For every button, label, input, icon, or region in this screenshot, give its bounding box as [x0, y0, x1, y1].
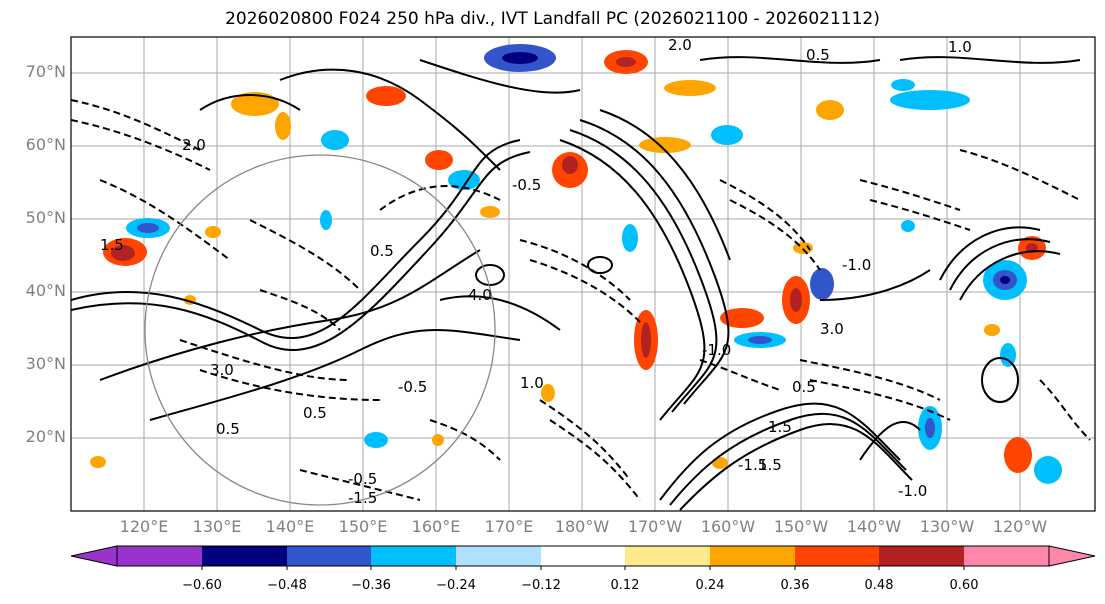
colorbar-tick-label: 0.60	[949, 578, 979, 593]
lon-label: 160°W	[700, 517, 756, 536]
colorbar-segment	[541, 546, 625, 566]
colorbar-tick-label: 0.48	[864, 578, 894, 593]
colorbar-segment	[371, 546, 456, 566]
lon-label: 140°E	[265, 517, 315, 536]
contour-label: 0.5	[216, 420, 240, 438]
colorbar-tick-label: −0.48	[267, 578, 307, 593]
map-frame	[70, 36, 1096, 512]
lon-label: 180°W	[554, 517, 610, 536]
colorbar-segment	[795, 546, 879, 566]
lat-label: 70°N	[25, 62, 66, 81]
lat-label: 50°N	[25, 208, 66, 227]
lon-label: 160°E	[411, 517, 461, 536]
contour-label: 0.5	[806, 46, 830, 64]
contour-label: -0.5	[512, 176, 541, 194]
contour-label: -0.5	[398, 378, 427, 396]
contour-label: 1.5	[758, 456, 782, 474]
lon-label: 150°W	[773, 517, 829, 536]
circle-outline	[144, 154, 496, 506]
lon-label: 120°W	[992, 517, 1048, 536]
lon-label: 150°E	[338, 517, 388, 536]
contour-label: 3.0	[820, 320, 844, 338]
lon-label: 130°E	[192, 517, 242, 536]
lon-label: 170°E	[484, 517, 534, 536]
colorbar-segment	[879, 546, 964, 566]
contour-label: 1.0	[520, 374, 544, 392]
colorbar-segment	[117, 546, 202, 566]
colorbar	[70, 545, 1096, 570]
colorbar-segment	[710, 546, 795, 566]
lat-label: 20°N	[25, 427, 66, 446]
contour-label-layer: 2.0 0.5 1.0 -0.5 -1.0 -1.5 1.5 2.0 -0.5 …	[100, 36, 972, 507]
colorbar-segment	[202, 546, 287, 566]
colorbar-tick-label: 0.36	[780, 578, 810, 593]
contour-label: 1.5	[768, 418, 792, 436]
colorbar-left-extension	[70, 545, 118, 567]
contour-label: 0.5	[792, 378, 816, 396]
contour-lines	[71, 56, 1081, 511]
colorbar-tick-label: 0.24	[695, 578, 725, 593]
colorbar-segment	[625, 546, 710, 566]
contour-label: 0.5	[303, 404, 327, 422]
colorbar-segment	[287, 546, 371, 566]
lat-label: 60°N	[25, 135, 66, 154]
colorbar-tick-label: −0.60	[182, 578, 222, 593]
chart-title: 2026020800 F024 250 hPa div., IVT Landfa…	[225, 9, 880, 29]
lon-label: 130°W	[919, 517, 975, 536]
colorbar-right-extension	[1048, 545, 1096, 567]
colorbar-segment	[964, 546, 1049, 566]
contour-label: 0.5	[370, 242, 394, 260]
colorbar-tick-label: −0.24	[436, 578, 476, 593]
contour-label: -1.0	[702, 341, 731, 359]
gridlines	[71, 37, 1095, 511]
contour-label: 1.0	[948, 38, 972, 56]
contour-label: -1.0	[898, 482, 927, 500]
lon-label: 170°W	[627, 517, 683, 536]
contour-label: -1.0	[842, 256, 871, 274]
contour-label: -0.5	[348, 470, 377, 488]
contour-label: -1.5	[738, 456, 767, 474]
lat-label: 40°N	[25, 281, 66, 300]
colorbar-tick-label: −0.12	[521, 578, 561, 593]
lon-label: 120°E	[119, 517, 169, 536]
contour-label: -1.5	[348, 489, 377, 507]
divergence-fills	[90, 44, 1062, 484]
contour-label: 4.0	[468, 286, 492, 304]
negative-contours	[71, 99, 1091, 501]
contour-label: 3.0	[210, 361, 234, 379]
contour-label: 2.0	[182, 136, 206, 154]
contour-label: 1.5	[100, 236, 124, 254]
contour-label: 2.0	[668, 36, 692, 54]
colorbar-tick-label: −0.36	[351, 578, 391, 593]
lat-label: 30°N	[25, 354, 66, 373]
lon-label: 140°W	[846, 517, 902, 536]
colorbar-segment	[456, 546, 541, 566]
colorbar-tick-label: 0.12	[610, 578, 640, 593]
